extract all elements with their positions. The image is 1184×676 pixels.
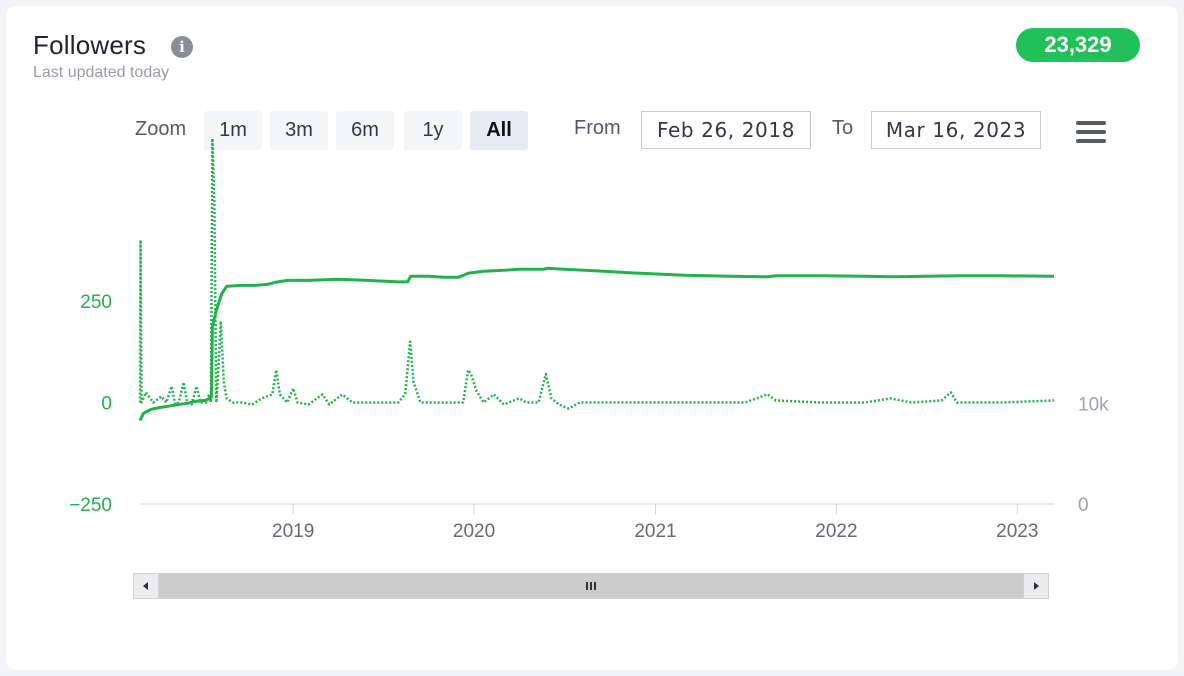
zoom-6m-button[interactable]: 6m — [336, 111, 394, 150]
zoom-1m-button[interactable]: 1m — [204, 111, 262, 150]
right-axis-tick-label: 10k — [1078, 394, 1109, 415]
scrollbar-thumb[interactable] — [159, 574, 1023, 598]
x-tick-label: 2019 — [272, 521, 314, 542]
navigator-scrollbar[interactable] — [133, 573, 1049, 599]
hamburger-menu-icon[interactable] — [1076, 121, 1108, 145]
left-axis-tick-label: −250 — [69, 495, 112, 516]
arrow-right-icon — [1034, 582, 1039, 590]
x-tick-label: 2021 — [634, 521, 676, 542]
total-followers-series-line — [138, 266, 1055, 422]
zoom-3m-button[interactable]: 3m — [270, 111, 328, 150]
from-date-input[interactable]: Feb 26, 2018 — [641, 111, 811, 149]
scroll-right-button[interactable] — [1023, 574, 1048, 598]
left-axis-tick-label: 250 — [80, 292, 112, 313]
to-date-input[interactable]: Mar 16, 2023 — [871, 111, 1041, 149]
right-axis-tick-label: 0 — [1078, 495, 1089, 516]
from-label: From — [574, 117, 621, 139]
to-label: To — [832, 117, 854, 139]
x-tick-label: 2023 — [996, 521, 1038, 542]
zoom-1y-button[interactable]: 1y — [404, 111, 462, 150]
arrow-left-icon — [143, 582, 148, 590]
x-tick-label: 2020 — [453, 521, 495, 542]
info-icon[interactable]: i — [171, 36, 193, 58]
daily-change-series-line — [138, 137, 1055, 410]
last-updated-text: Last updated today — [33, 64, 170, 81]
x-tick-label: 2022 — [815, 521, 857, 542]
scroll-left-button[interactable] — [134, 574, 159, 598]
follower-count-badge: 23,329 — [1016, 28, 1140, 62]
zoom-label: Zoom — [135, 118, 187, 140]
zoom-all-button[interactable]: All — [470, 111, 528, 150]
page-title: Followers — [33, 30, 147, 60]
left-axis-tick-label: 0 — [101, 394, 112, 415]
grip-icon — [586, 582, 596, 590]
